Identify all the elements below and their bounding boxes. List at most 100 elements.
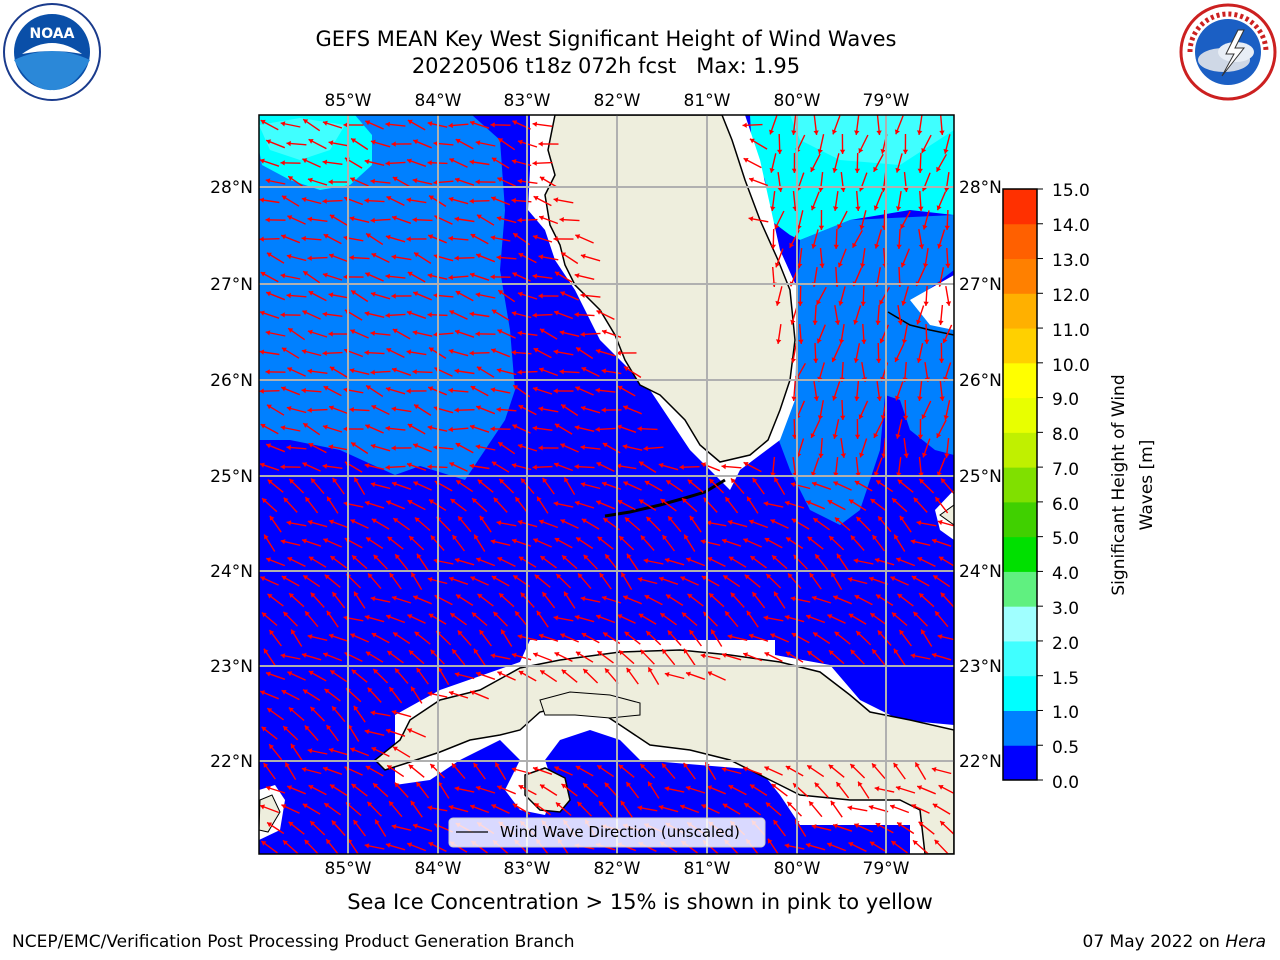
wind-arrowhead [879, 299, 884, 305]
wind-arrowhead [850, 535, 856, 541]
wind-arrowhead [829, 536, 835, 541]
wind-arrowhead [367, 687, 373, 693]
wind-arrowhead [365, 424, 371, 430]
wind-arrowhead [349, 368, 355, 374]
wind-arrowhead [832, 434, 838, 439]
wind-arrowhead [560, 443, 566, 449]
wind-arrowhead [351, 669, 357, 675]
lat-label-right: 27°N [959, 275, 1002, 295]
lat-label-left: 24°N [210, 562, 253, 582]
wind-arrowhead [542, 592, 548, 598]
colorbar-tick: 6.0 [1052, 495, 1079, 515]
wind-arrowhead [259, 236, 264, 242]
wind-arrowhead [868, 804, 874, 811]
wind-arrowhead [624, 517, 630, 523]
wind-arrowhead [877, 630, 883, 636]
wind-arrowhead [658, 462, 664, 468]
wind-arrowhead [497, 177, 503, 183]
wind-arrowhead [554, 423, 560, 429]
wind-arrowhead [414, 252, 419, 258]
wind-arrowhead [939, 130, 945, 135]
wind-arrowhead [414, 404, 419, 410]
wind-arrowhead [414, 631, 420, 637]
wind-arrowhead [553, 388, 558, 394]
wind-arrowhead [540, 670, 546, 675]
wind-arrowhead [853, 558, 859, 564]
colorbar [1002, 188, 1043, 781]
wind-arrowhead [848, 613, 854, 619]
wind-arrowhead [895, 206, 902, 211]
wind-arrowhead [471, 612, 477, 618]
wind-arrowhead [534, 574, 540, 580]
wind-arrowhead [302, 310, 308, 316]
wind-arrowhead [286, 254, 292, 260]
wind-arrowhead [496, 520, 502, 526]
wind-arrowhead [581, 367, 587, 372]
wind-arrowhead [343, 426, 348, 432]
wind-arrowhead [329, 214, 335, 220]
wind-arrowhead [915, 762, 920, 768]
wind-arrowhead [943, 415, 949, 420]
wind-arrowhead [343, 122, 348, 128]
wind-arrowhead [853, 319, 859, 325]
wind-arrowhead [775, 300, 781, 306]
wind-arrowhead [852, 242, 857, 248]
wind-arrowhead [777, 187, 783, 192]
wind-arrowhead [752, 592, 758, 598]
wind-arrowhead [350, 519, 356, 524]
wind-arrowhead [831, 357, 837, 363]
wind-arrowhead [560, 291, 566, 297]
wind-arrowhead [497, 557, 503, 562]
wind-arrowhead [266, 404, 272, 410]
wind-arrowhead [560, 519, 566, 524]
wind-arrowhead [660, 613, 666, 618]
wind-arrowhead [427, 273, 433, 279]
wind-arrowhead [554, 271, 560, 277]
wind-arrowhead [658, 804, 664, 811]
wind-arrowhead [290, 743, 296, 749]
wind-arrowhead [813, 518, 819, 523]
wind-arrowhead [308, 556, 314, 562]
colorbar-block [1003, 675, 1037, 711]
wind-arrowhead [893, 648, 899, 654]
map-legend: Wind Wave Direction (unscaled) [448, 817, 766, 848]
wind-arrowhead [764, 652, 770, 657]
wind-arrowhead [511, 311, 517, 317]
wind-arrowhead [281, 804, 287, 809]
wind-arrowhead [765, 802, 771, 808]
wind-arrowhead [328, 331, 333, 337]
wind-arrowhead [727, 519, 733, 526]
wind-arrowhead [617, 385, 623, 391]
wind-arrowhead [554, 537, 560, 543]
wind-arrowhead [266, 443, 272, 449]
wind-arrowhead [743, 766, 748, 772]
wind-arrowhead [448, 426, 453, 433]
wind-arrowhead [289, 479, 295, 484]
wind-arrowhead [575, 765, 581, 771]
wind-arrowhead [876, 358, 882, 363]
wind-arrowhead [643, 558, 649, 564]
wind-arrowhead [366, 385, 372, 391]
wind-arrowhead [788, 573, 793, 579]
wind-arrowhead [416, 782, 422, 788]
colorbar-tick: 14.0 [1052, 216, 1090, 236]
wind-arrowhead [763, 615, 769, 621]
lat-label-left: 27°N [210, 275, 253, 295]
wind-arrowhead [747, 496, 752, 502]
wind-arrowhead [280, 464, 285, 470]
wind-arrowhead [876, 480, 882, 485]
wind-arrowhead [532, 121, 538, 127]
wind-arrowhead [786, 537, 792, 543]
wind-arrowhead [597, 765, 603, 770]
noaa-logo-icon: NOAA [3, 3, 101, 101]
wind-arrowhead [764, 537, 770, 543]
wind-arrowhead [595, 387, 600, 393]
colorbar-block [1003, 640, 1037, 677]
wind-arrowhead [660, 498, 666, 504]
lat-label-right: 23°N [959, 657, 1002, 677]
wind-arrowhead [283, 497, 289, 503]
wind-arrowhead [385, 273, 390, 279]
wind-arrowhead [749, 519, 754, 525]
wind-arrowhead [869, 841, 875, 847]
wind-arrowhead [265, 330, 271, 336]
